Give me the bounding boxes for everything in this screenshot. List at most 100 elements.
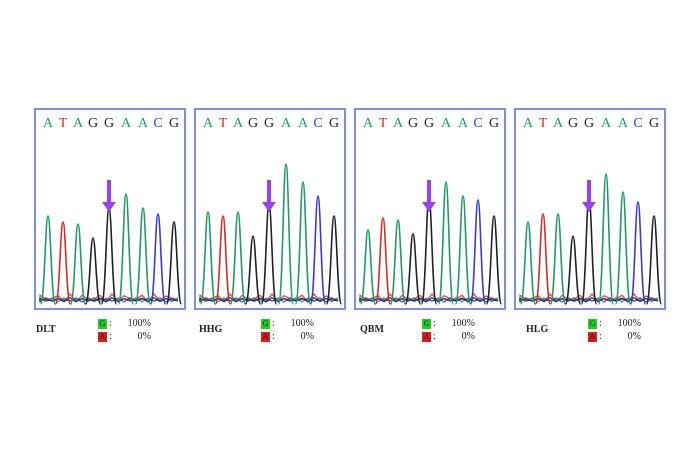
base-swatch-a: A (261, 331, 270, 342)
sample-name: QBM (360, 324, 384, 335)
peak-g (485, 215, 503, 305)
legend-row-g: G:100% (98, 318, 151, 329)
percent-value: 100% (617, 318, 641, 329)
baseline-noise (519, 296, 659, 303)
legend-row-g: G:100% (422, 318, 475, 329)
base-letter-a: A (601, 116, 612, 131)
base-letter-g: G (264, 116, 274, 131)
base-letter-a: A (618, 116, 629, 131)
base-letter-g: G (489, 116, 499, 131)
base-swatch-a: A (98, 331, 107, 342)
legend-row-g: G:100% (588, 318, 641, 329)
base-letter-a: A (458, 116, 469, 131)
percent-value: 0% (137, 331, 151, 342)
peak-a (549, 213, 567, 305)
peak-g (564, 235, 582, 305)
legend-row-a: A:0% (98, 331, 151, 342)
base-letter-g: G (104, 116, 114, 131)
peak-a (614, 191, 632, 305)
base-letter-a: A (203, 116, 214, 131)
base-letter-g: G (248, 116, 258, 131)
peak-a (519, 221, 537, 305)
base-letter-a: A (553, 116, 564, 131)
base-letter-g: G (169, 116, 179, 131)
peak-g (100, 207, 118, 305)
baseline-noise (39, 296, 179, 303)
percent-value: 0% (461, 331, 475, 342)
peak-g (325, 215, 343, 305)
base-letter-g: G (568, 116, 578, 131)
percent-value: 100% (290, 318, 314, 329)
snp-arrow-head (582, 202, 596, 212)
baseline-noise (199, 296, 339, 303)
base-letter-a: A (393, 116, 404, 131)
base-letter-a: A (441, 116, 452, 131)
base-letter-a: A (523, 116, 534, 131)
base-letter-a: A (73, 116, 84, 131)
peak-a (134, 207, 152, 305)
peak-c (629, 201, 647, 305)
percent-value: 100% (451, 318, 475, 329)
snp-arrow-head (102, 202, 116, 212)
peak-a (437, 181, 455, 305)
peak-a (69, 223, 87, 305)
peak-c (309, 195, 327, 305)
base-letter-t: T (219, 116, 228, 131)
legend-row-a: A:0% (261, 331, 314, 342)
peak-c (469, 199, 487, 305)
base-letter-a: A (363, 116, 374, 131)
base-swatch-a: A (588, 331, 597, 342)
base-letter-t: T (59, 116, 68, 131)
base-letter-c: C (153, 116, 162, 131)
peak-a (199, 211, 217, 305)
base-letter-c: C (633, 116, 642, 131)
peak-a (117, 193, 135, 305)
base-swatch-g: G (98, 318, 107, 329)
sample-name: HLG (526, 324, 549, 335)
legend-1: DLT G:100% A:0% (36, 318, 196, 348)
base-letter-c: C (473, 116, 482, 131)
base-letter-g: G (408, 116, 418, 131)
peak-a (389, 219, 407, 305)
base-letter-g: G (584, 116, 594, 131)
sample-name: HHG (199, 324, 223, 335)
base-letter-g: G (88, 116, 98, 131)
legend-3: QBM G:100% A:0% (360, 318, 520, 348)
peak-t (534, 213, 552, 305)
legend-row-g: G:100% (261, 318, 314, 329)
legend-4: HLG G:100% A:0% (526, 318, 686, 348)
peak-g (404, 233, 422, 305)
base-letter-a: A (281, 116, 292, 131)
peak-a (39, 215, 57, 305)
legend-row-a: A:0% (422, 331, 475, 342)
legend-2: HHG G:100% A:0% (199, 318, 359, 348)
peak-t (54, 221, 72, 305)
peak-g (580, 197, 598, 305)
base-swatch-g: G (261, 318, 270, 329)
base-letter-c: C (313, 116, 322, 131)
peak-a (359, 229, 377, 305)
peak-a (294, 181, 312, 305)
base-letter-a: A (298, 116, 309, 131)
base-letter-g: G (424, 116, 434, 131)
base-letter-g: G (329, 116, 339, 131)
peak-g (84, 237, 102, 305)
base-swatch-a: A (422, 331, 431, 342)
peak-g (260, 203, 278, 305)
peak-g (645, 215, 663, 305)
percent-value: 0% (627, 331, 641, 342)
peak-c (149, 213, 167, 305)
base-letter-a: A (43, 116, 54, 131)
peak-g (244, 235, 262, 305)
snp-arrow-head (422, 202, 436, 212)
base-swatch-g: G (422, 318, 431, 329)
percent-value: 100% (127, 318, 151, 329)
base-swatch-g: G (588, 318, 597, 329)
sample-name: DLT (36, 324, 56, 335)
